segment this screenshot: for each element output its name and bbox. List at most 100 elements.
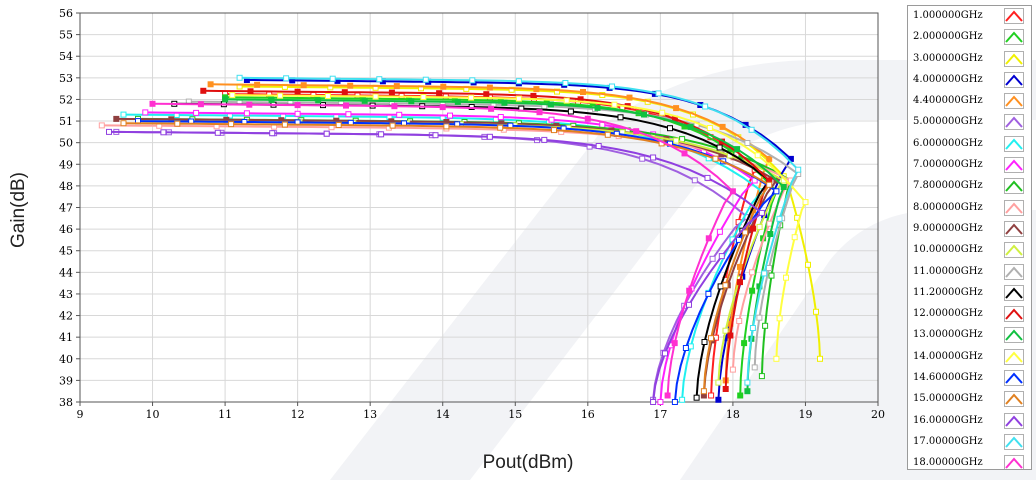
legend-swatch-line <box>1005 53 1023 65</box>
legend-swatch-line <box>1005 116 1023 129</box>
data-point <box>468 94 475 101</box>
data-point <box>611 101 618 108</box>
data-point <box>222 96 229 103</box>
data-point <box>229 92 236 99</box>
series-7 <box>142 109 758 405</box>
y-tick-label: 54 <box>59 50 73 63</box>
data-point <box>655 90 662 97</box>
legend-label: 10.00000GHz <box>913 244 983 256</box>
data-point <box>773 188 780 195</box>
data-point <box>422 76 429 83</box>
data-point <box>396 111 403 118</box>
data-point <box>497 124 504 131</box>
gain-vs-pout-chart: 9 10 11 12 13 14 15 16 17 18 19 20 38 39 40 41 42 43 44 45 4… <box>8 7 885 473</box>
legend-swatch <box>1004 135 1024 152</box>
legend-item: 4.000000GHz <box>908 70 1031 91</box>
legend-label: 5.000000GHz <box>913 116 983 128</box>
data-point <box>595 143 602 149</box>
data-point <box>650 399 657 405</box>
series-group <box>98 74 823 405</box>
legend-swatch <box>1004 220 1024 237</box>
data-point <box>420 94 427 100</box>
data-point <box>440 83 447 90</box>
data-point <box>817 355 823 362</box>
data-point <box>715 379 722 386</box>
data-point <box>768 272 775 279</box>
legend-swatch <box>1004 284 1024 301</box>
legend-label: 7.800000GHz <box>913 180 983 192</box>
y-tick-label: 40 <box>59 353 73 366</box>
data-point <box>741 340 748 347</box>
data-point <box>758 373 765 380</box>
legend-swatch-line <box>1005 436 1023 448</box>
data-point <box>160 129 167 136</box>
series-line <box>108 130 763 403</box>
data-point <box>681 150 688 157</box>
y-tick-label: 49 <box>59 158 73 171</box>
data-point <box>300 82 307 89</box>
data-point <box>773 355 780 362</box>
legend-swatch-glyph <box>1005 436 1023 448</box>
data-point <box>754 152 761 159</box>
data-point <box>580 89 586 95</box>
legend-item: 6.000000GHz <box>908 134 1031 155</box>
data-point <box>639 155 646 162</box>
legend-item: 11.20000GHz <box>908 283 1031 304</box>
data-point <box>679 396 686 403</box>
data-point <box>751 364 758 371</box>
data-point <box>722 327 729 334</box>
data-point <box>120 111 127 118</box>
data-point <box>567 108 574 115</box>
data-point <box>515 78 522 85</box>
legend-swatch-line <box>1005 372 1023 384</box>
legend-item: 18.00000GHz <box>908 453 1031 469</box>
data-point <box>776 315 783 322</box>
data-point <box>715 396 722 403</box>
legend-swatch-glyph <box>1005 202 1023 214</box>
data-point <box>378 131 385 138</box>
data-point <box>718 253 725 260</box>
legend-swatch-line <box>1005 351 1023 363</box>
series-21 <box>149 100 736 399</box>
legend-swatch <box>1004 29 1024 46</box>
data-point <box>700 388 707 395</box>
data-point <box>447 112 453 119</box>
legend-swatch-glyph <box>1005 10 1023 22</box>
legend-swatch <box>1004 114 1024 131</box>
y-axis-title: Gain(dB) <box>8 172 29 248</box>
data-point <box>536 109 543 116</box>
legend-swatch <box>1004 327 1024 344</box>
data-point <box>361 97 368 104</box>
legend-label: 8.000000GHz <box>913 201 983 213</box>
legend-item: 7.000000GHz <box>908 155 1031 176</box>
data-point <box>294 88 301 95</box>
legend-label: 2.000000GHz <box>913 31 983 43</box>
data-point <box>659 109 666 116</box>
legend-swatch-glyph <box>1005 159 1023 171</box>
legend-swatch-line <box>1005 202 1023 214</box>
legend-swatch-glyph <box>1005 53 1023 65</box>
x-axis-title: Pout(dBm) <box>483 452 574 473</box>
data-point <box>813 308 819 315</box>
data-point <box>722 386 729 392</box>
data-point <box>704 174 711 181</box>
data-point <box>749 325 756 331</box>
legend: 1.000000GHz 2.000000GHz 3.000000GHz 4.00000… <box>907 5 1032 470</box>
data-point <box>744 388 751 395</box>
legend-item: 3.000000GHz <box>908 49 1031 70</box>
data-point <box>716 228 723 235</box>
data-point <box>709 255 716 262</box>
legend-swatch-glyph <box>1005 244 1023 256</box>
data-point <box>671 399 678 405</box>
data-point <box>294 102 301 109</box>
x-tick-label: 19 <box>798 408 812 421</box>
data-point <box>762 322 769 329</box>
data-point <box>727 332 734 339</box>
data-point <box>551 127 557 134</box>
legend-swatch-line <box>1005 31 1023 43</box>
legend-label: 11.20000GHz <box>913 286 983 298</box>
data-point <box>376 76 383 83</box>
data-point <box>767 231 774 237</box>
legend-swatch <box>1004 199 1024 216</box>
data-point <box>702 103 709 110</box>
